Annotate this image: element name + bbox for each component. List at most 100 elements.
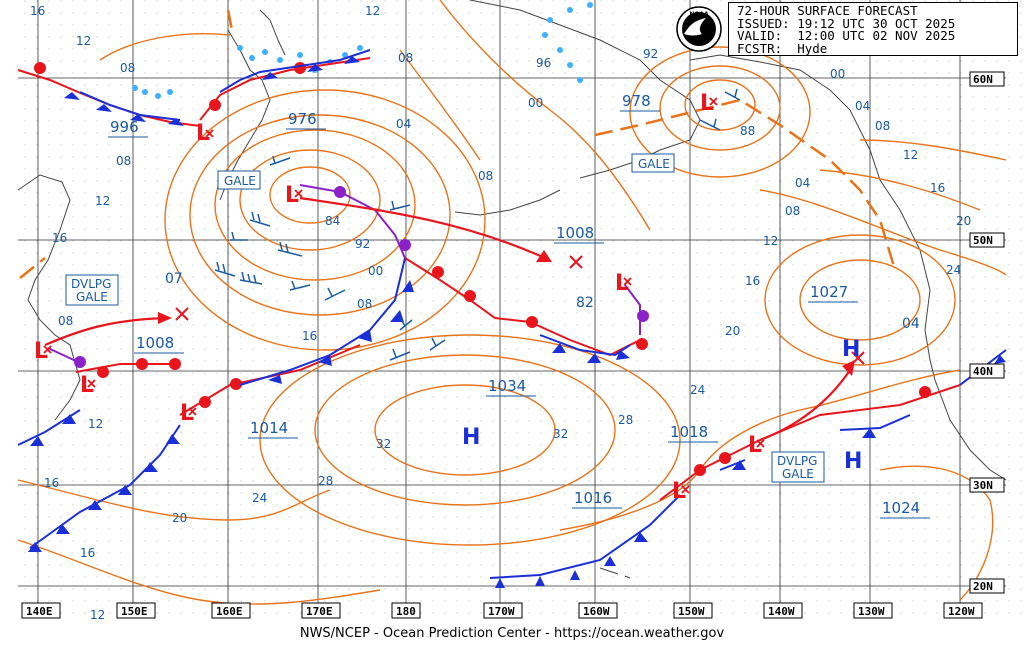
svg-text:180: 180 (396, 605, 416, 618)
low-1014-value: 1014 (250, 419, 288, 437)
svg-text:16: 16 (52, 231, 67, 245)
svg-text:GALE: GALE (638, 157, 670, 171)
noaa-logo: NOAA (676, 6, 722, 52)
svg-text:30N: 30N (973, 479, 993, 492)
low-1008-west-value: 1008 (136, 334, 174, 352)
svg-text:08: 08 (120, 61, 135, 75)
svg-text:GALE: GALE (224, 174, 256, 188)
low-1008-west-letter: L (34, 339, 48, 364)
svg-text:GALE: GALE (782, 467, 814, 481)
svg-text:32: 32 (376, 437, 391, 451)
troughs (19, 9, 897, 279)
low-978-value: 978 (622, 92, 651, 110)
issued-time: ISSUED: 19:12 UTC 30 OCT 2025 (737, 15, 956, 31)
svg-text:82: 82 (576, 295, 594, 311)
svg-text:150W: 150W (678, 605, 705, 618)
motion-arrows (44, 196, 851, 442)
svg-text:170E: 170E (306, 605, 333, 618)
svg-text:20: 20 (172, 511, 187, 525)
svg-text:12: 12 (903, 148, 918, 162)
svg-text:60N: 60N (973, 73, 993, 86)
svg-text:16: 16 (80, 546, 95, 560)
low-976-value: 976 (288, 110, 317, 128)
svg-text:50N: 50N (973, 234, 993, 247)
svg-text:08: 08 (785, 204, 800, 218)
svg-text:40N: 40N (973, 365, 993, 378)
svg-text:07: 07 (165, 271, 183, 287)
svg-text:04: 04 (855, 99, 870, 113)
svg-text:88: 88 (740, 124, 755, 138)
svg-text:12: 12 (88, 417, 103, 431)
svg-text:150E: 150E (121, 605, 148, 618)
svg-text:08: 08 (357, 297, 372, 311)
high-1024-value: 1024 (882, 499, 920, 517)
low-1008-mid-letter: L (615, 271, 629, 296)
svg-text:16: 16 (930, 181, 945, 195)
warm-front-semicircles (34, 62, 931, 476)
occluded-symbols (74, 186, 649, 368)
svg-text:08: 08 (58, 314, 73, 328)
svg-text:24: 24 (252, 491, 267, 505)
low-1014-letter: L (180, 401, 194, 426)
svg-text:12: 12 (95, 194, 110, 208)
low-978-letter: L (700, 91, 714, 116)
high-1027-letter: H (842, 337, 860, 362)
low-976-letter: L (285, 183, 299, 208)
svg-text:DVLPG: DVLPG (71, 277, 111, 291)
warning-gale-west: GALE (217, 170, 261, 190)
svg-text:04: 04 (396, 117, 411, 131)
svg-text:00: 00 (368, 264, 383, 278)
svg-text:140W: 140W (768, 605, 795, 618)
low-symbols: L L L L L L L L L (34, 91, 762, 504)
forecast-positions (175, 255, 865, 365)
svg-text:16: 16 (745, 274, 760, 288)
svg-text:170W: 170W (488, 605, 515, 618)
svg-text:24: 24 (946, 263, 961, 277)
svg-text:120W: 120W (948, 605, 975, 618)
warning-dvlpg-gale-east: DVLPG GALE (771, 451, 825, 483)
cold-fronts (17, 49, 1007, 579)
high-1024-letter: H (844, 449, 862, 474)
cold-front-triangles (28, 56, 1006, 588)
low-1018-value: 1018 (670, 423, 708, 441)
svg-text:140E: 140E (26, 605, 53, 618)
svg-text:00: 00 (830, 67, 845, 81)
pressure-values: 996 976 978 1008 1008 1014 1016 1018 103… (110, 92, 920, 517)
svg-text:12: 12 (76, 34, 91, 48)
latitude-labels: 60N 50N 40N 30N 20N (969, 71, 1005, 594)
svg-text:24: 24 (690, 383, 705, 397)
svg-text:32: 32 (553, 427, 568, 441)
svg-text:92: 92 (643, 47, 658, 61)
svg-text:GALE: GALE (76, 290, 108, 304)
svg-text:04: 04 (902, 316, 920, 332)
svg-text:20N: 20N (973, 580, 993, 593)
low-1008-mid-value: 1008 (556, 224, 594, 242)
svg-text:16: 16 (30, 4, 45, 18)
svg-text:12: 12 (365, 4, 380, 18)
low-x-marks (43, 97, 765, 494)
svg-text:20: 20 (956, 214, 971, 228)
pressure-value-underlines (108, 110, 930, 519)
forecast-info-box: 72-HOUR SURFACE FORECAST ISSUED: 19:12 UT… (728, 2, 1018, 56)
low-996-letter: L (196, 121, 210, 146)
svg-text:96: 96 (536, 56, 551, 70)
svg-text:04: 04 (795, 176, 810, 190)
svg-text:00: 00 (528, 96, 543, 110)
svg-text:160E: 160E (216, 605, 243, 618)
longitude-labels: 140E 150E 160E 170E 180 170W 160W 150W 1… (21, 602, 983, 619)
chart-title: 72-HOUR SURFACE FORECAST (737, 3, 918, 18)
svg-text:12: 12 (763, 234, 778, 248)
svg-text:16: 16 (302, 329, 317, 343)
wind-barbs (214, 88, 741, 361)
svg-text:130W: 130W (858, 605, 885, 618)
forecaster: FCSTR: Hyde (737, 40, 828, 56)
footer-credit: NWS/NCEP - Ocean Prediction Center - htt… (0, 624, 1024, 652)
isobars (17, 0, 1007, 605)
low-1016-value: 1016 (574, 489, 612, 507)
high-1034-letter: H (462, 425, 480, 450)
svg-text:08: 08 (116, 154, 131, 168)
svg-text:92: 92 (355, 237, 370, 251)
low-996-value: 996 (110, 118, 139, 136)
svg-text:12: 12 (90, 608, 105, 622)
